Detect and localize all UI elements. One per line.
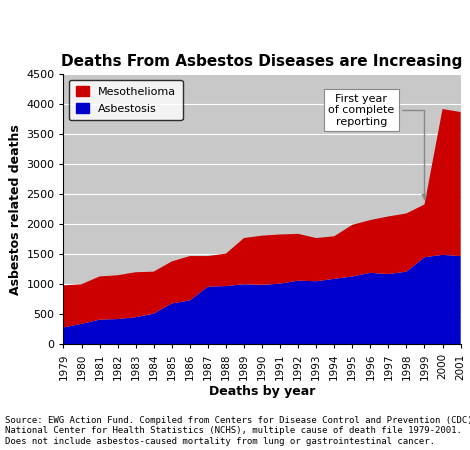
Legend: Mesothelioma, Asbestosis: Mesothelioma, Asbestosis	[69, 80, 183, 120]
Text: First year
of complete
reporting: First year of complete reporting	[328, 94, 427, 199]
Title: Deaths From Asbestos Diseases are Increasing: Deaths From Asbestos Diseases are Increa…	[62, 54, 462, 69]
Text: Source: EWG Action Fund. Compiled from Centers for Disease Control and Preventio: Source: EWG Action Fund. Compiled from C…	[5, 416, 470, 446]
Y-axis label: Asbestos related deaths: Asbestos related deaths	[9, 124, 22, 295]
X-axis label: Deaths by year: Deaths by year	[209, 385, 315, 398]
